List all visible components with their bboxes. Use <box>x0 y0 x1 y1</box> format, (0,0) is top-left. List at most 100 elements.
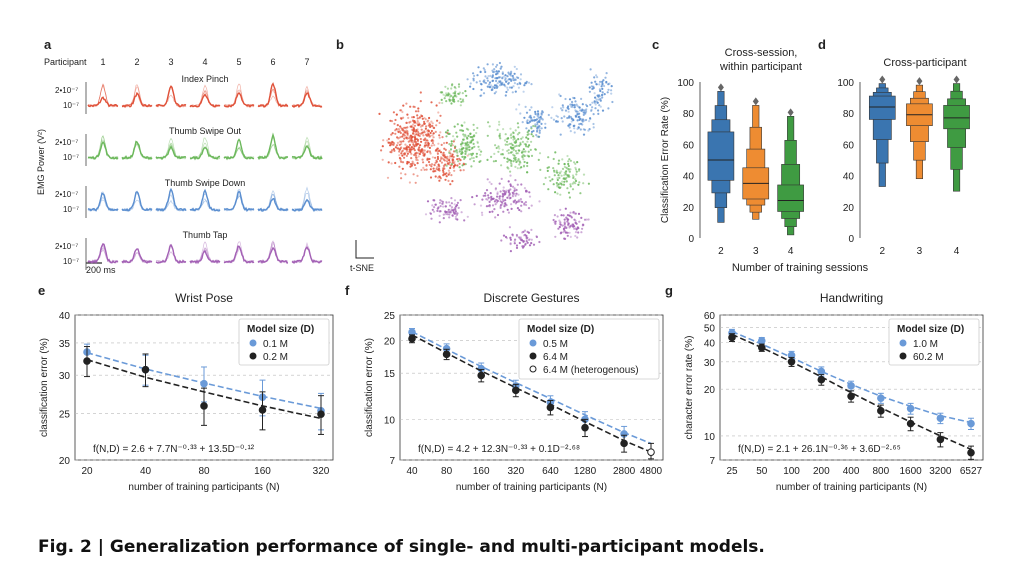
tsne-point <box>462 100 465 103</box>
tsne-point <box>573 218 576 221</box>
tsne-point <box>498 80 501 83</box>
emg-trace <box>87 135 119 160</box>
emg-trace <box>189 142 221 160</box>
emg-trace <box>291 92 323 109</box>
tsne-point <box>568 126 571 129</box>
tsne-point <box>408 121 411 124</box>
tsne-point <box>488 81 492 84</box>
tsne-point <box>582 223 585 227</box>
tsne-point <box>559 107 563 110</box>
tsne-point <box>553 214 557 217</box>
tsne-point <box>589 117 592 120</box>
x-tick-label: 1280 <box>574 466 597 477</box>
tsne-point <box>417 152 420 155</box>
tsne-point <box>437 111 440 114</box>
tsne-point <box>464 150 467 153</box>
x-tick-label: 3 <box>917 246 923 257</box>
tsne-point <box>523 84 526 87</box>
tsne-point <box>397 148 400 151</box>
tsne-point <box>438 101 441 104</box>
tsne-point <box>509 243 512 246</box>
tsne-point <box>412 126 415 129</box>
tsne-point <box>429 131 432 135</box>
y-tick-label: 80 <box>683 109 695 120</box>
emg-trace <box>121 252 152 264</box>
tsne-point <box>413 153 416 157</box>
tsne-point <box>462 169 465 172</box>
tsne-point <box>573 127 576 130</box>
tsne-point <box>467 128 470 131</box>
tsne-point <box>567 105 570 108</box>
data-point <box>647 448 655 456</box>
tsne-point <box>610 85 613 88</box>
tsne-point <box>512 135 515 138</box>
plot-frame <box>399 314 664 461</box>
tsne-point <box>428 146 431 149</box>
scale-bar-label: 200 ms <box>86 265 116 275</box>
emg-trace <box>121 93 153 108</box>
tsne-point <box>456 154 459 157</box>
tsne-point <box>472 142 475 145</box>
tsne-point <box>500 177 503 180</box>
tsne-point <box>453 162 456 165</box>
tsne-point <box>563 165 567 168</box>
tsne-point <box>488 204 491 207</box>
tsne-point <box>563 174 566 177</box>
data-point <box>757 336 766 345</box>
tsne-point <box>463 121 466 124</box>
emg-trace <box>121 142 153 160</box>
tsne-point <box>505 204 508 207</box>
tsne-point <box>575 103 578 106</box>
tsne-point <box>410 136 413 140</box>
tsne-point <box>438 121 441 124</box>
tsne-point <box>452 155 455 159</box>
tsne-point <box>500 65 503 68</box>
chart-title: Handwriting <box>820 291 883 305</box>
tsne-point <box>534 124 537 127</box>
tsne-point <box>479 82 482 85</box>
tsne-point <box>507 81 510 84</box>
data-point <box>200 402 208 410</box>
tsne-point <box>557 159 561 162</box>
tsne-point <box>512 148 515 151</box>
tsne-point <box>451 209 454 212</box>
tsne-point <box>494 188 497 191</box>
tsne-point <box>561 109 564 112</box>
tsne-point <box>445 141 448 144</box>
tsne-point <box>591 106 594 109</box>
tsne-point <box>510 207 513 210</box>
tsne-point <box>466 215 469 218</box>
tsne-point <box>569 235 572 238</box>
tsne-point <box>435 167 438 170</box>
tsne-point <box>450 174 453 177</box>
tsne-point <box>603 93 606 96</box>
tsne-point <box>582 113 585 116</box>
tsne-point <box>509 72 512 75</box>
tsne-point <box>537 116 540 119</box>
x-tick-label: 80 <box>198 466 210 477</box>
emg-trace <box>189 199 221 212</box>
data-point <box>442 350 451 359</box>
tsne-point <box>443 97 446 100</box>
tsne-point <box>423 122 426 125</box>
emg-trace <box>189 145 221 160</box>
tsne-point <box>486 85 489 88</box>
tsne-point <box>435 104 438 107</box>
participant-label: Participant <box>44 57 87 67</box>
participant-number: 2 <box>134 57 139 67</box>
data-point <box>877 407 885 415</box>
tsne-point <box>438 179 441 182</box>
tsne-point <box>522 230 525 233</box>
tsne-point <box>498 195 501 198</box>
tsne-point <box>485 189 489 192</box>
emg-trace <box>223 146 255 160</box>
tsne-point <box>526 171 529 174</box>
tsne-point <box>450 197 453 200</box>
emg-trace <box>155 85 187 108</box>
tsne-point <box>601 80 604 83</box>
emg-trace <box>223 146 255 160</box>
tsne-point <box>483 79 486 82</box>
tsne-point <box>405 102 408 105</box>
emg-trace <box>291 145 323 160</box>
tsne-point <box>608 82 611 85</box>
